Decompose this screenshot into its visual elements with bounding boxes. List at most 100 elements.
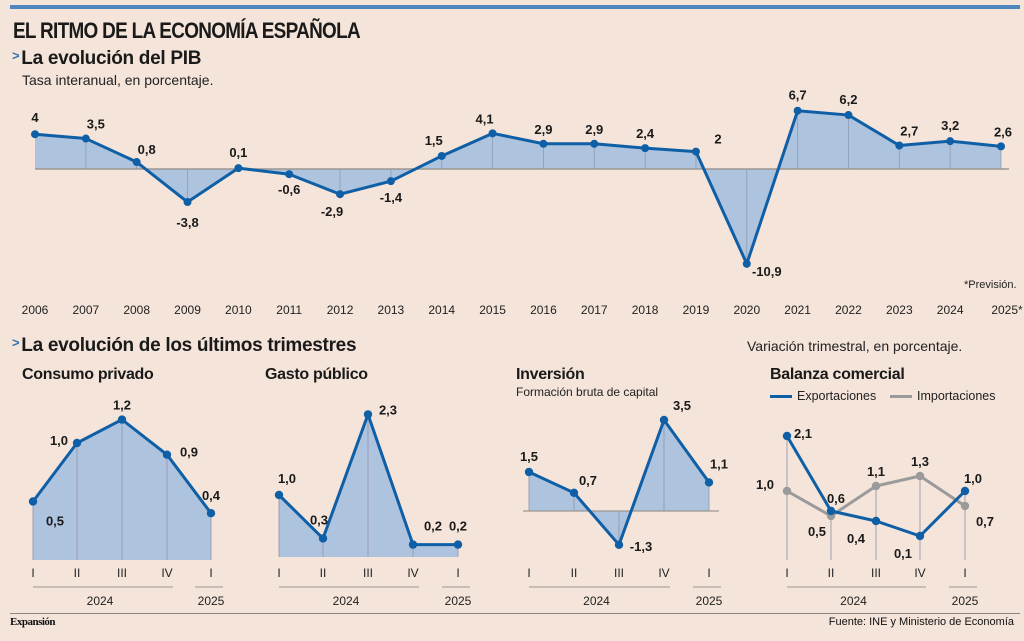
gasto-point — [363, 410, 373, 419]
chart-title-consumo: Consumo privado — [22, 366, 154, 383]
chart-title-gasto: Gasto público — [265, 366, 368, 383]
section-title-pib: > La evolución del PIB — [12, 48, 201, 70]
pib-point-2015 — [488, 129, 497, 138]
pib-data-label-2009: -3,8 — [176, 215, 198, 230]
balanza-point — [915, 471, 925, 481]
pib-point-2023 — [895, 141, 904, 150]
pib-data-label-2010: 0,1 — [229, 145, 247, 160]
pib-x-tick-2017: 2017 — [581, 303, 608, 317]
consumo-x-tick: IV — [161, 566, 172, 580]
pib-data-label-2013: -1,4 — [380, 190, 403, 205]
pib-x-tick-2008: 2008 — [123, 303, 150, 317]
balanza-point — [871, 516, 881, 526]
gasto-point — [408, 540, 418, 549]
pib-point-2009 — [183, 198, 192, 207]
page-title: EL RITMO DE LA ECONOMÍA ESPAÑOLA — [13, 18, 361, 43]
pib-x-tick-2014: 2014 — [428, 303, 455, 317]
forecast-note: *Previsión. — [964, 279, 1017, 291]
pib-x-tick-2009: 2009 — [174, 303, 201, 317]
pib-data-label-2018: 2,4 — [636, 126, 655, 141]
inversion-point — [569, 488, 579, 497]
consumo-year-label-2025: 2025 — [198, 594, 225, 608]
consumo-point — [162, 450, 172, 459]
balanza-data-label: 1,3 — [911, 454, 929, 469]
pib-data-label-2017: 2,9 — [585, 122, 603, 137]
pib-x-tick-2022: 2022 — [835, 303, 862, 317]
gasto-x-tick: III — [363, 566, 373, 580]
gasto-data-label: 0,2 — [449, 519, 467, 534]
pib-point-2012 — [336, 190, 345, 199]
balanza-point — [960, 486, 970, 496]
section-subtitle-trimestres: Variación trimestral, en porcentaje. — [747, 338, 963, 354]
pib-point-2010 — [234, 164, 243, 173]
pib-data-label-2011: -0,6 — [278, 182, 300, 197]
chart-subtitle-inversion: Formación bruta de capital — [516, 385, 659, 399]
gasto-area — [279, 414, 458, 557]
legend-swatch-importaciones — [890, 394, 912, 398]
balanza-point — [871, 481, 881, 491]
gasto-point — [453, 540, 463, 549]
footer-divider — [10, 613, 1020, 614]
inversion-x-tick: IV — [658, 566, 669, 580]
pib-data-label-2023: 2,7 — [900, 124, 918, 139]
pib-point-2013 — [386, 177, 395, 186]
inversion-data-label: 3,5 — [673, 398, 691, 413]
pib-data-label-2014: 1,5 — [425, 133, 443, 148]
pib-x-tick-2006: 2006 — [22, 303, 49, 317]
consumo-point — [206, 509, 216, 518]
inversion-year-label-2025: 2025 — [696, 594, 723, 608]
consumo-x-tick: II — [74, 566, 81, 580]
balanza-year-label-2025: 2025 — [952, 594, 979, 608]
pib-x-tick-2013: 2013 — [378, 303, 405, 317]
gasto-data-label: 2,3 — [379, 402, 397, 417]
inversion-x-tick: I — [707, 566, 710, 580]
balanza-data-label: 0,7 — [976, 514, 994, 529]
inversion-data-label: 1,1 — [710, 456, 728, 471]
pib-data-label-2015: 4,1 — [476, 111, 494, 126]
gasto-data-label: 0,2 — [424, 519, 442, 534]
pib-x-tick-2019: 2019 — [683, 303, 710, 317]
balanza-data-label: 0,4 — [847, 531, 866, 546]
pib-data-label-2006: 4 — [31, 110, 39, 125]
pib-point-2007 — [81, 134, 90, 143]
inversion-data-label: -1,3 — [630, 539, 652, 554]
pib-point-2025* — [997, 142, 1005, 151]
inversion-point — [659, 415, 669, 425]
section-subtitle-pib: Tasa interanual, en porcentaje. — [22, 72, 214, 88]
pib-data-label-2007: 3,5 — [87, 117, 105, 132]
balanza-year-label-2024: 2024 — [840, 594, 867, 608]
pib-point-2017 — [590, 139, 599, 148]
section-title-trimestres-text: La evolución de los últimos trimestres — [21, 335, 357, 356]
gasto-data-label: 1,0 — [278, 471, 296, 486]
pib-x-tick-2024: 2024 — [937, 303, 964, 317]
balanza-x-tick: IV — [914, 566, 925, 580]
pib-x-tick-2012: 2012 — [327, 303, 354, 317]
chart-title-inversion: Inversión — [516, 366, 585, 383]
balanza-data-label: 1,0 — [964, 471, 982, 486]
pib-data-label-2016: 2,9 — [534, 122, 552, 137]
pib-data-label-2020: -10,9 — [752, 264, 782, 279]
pib-area — [35, 110, 1001, 264]
pib-point-2011 — [285, 170, 294, 179]
consumo-data-label: 0,4 — [202, 488, 221, 503]
pib-line — [34, 109, 1002, 266]
pib-x-tick-2025*: 2025* — [991, 303, 1023, 317]
inversion-data-label: 0,7 — [579, 473, 597, 488]
pib-x-tick-2023: 2023 — [886, 303, 913, 317]
pib-point-2016 — [539, 139, 548, 148]
legend-exportaciones: Exportaciones — [770, 389, 876, 403]
inversion-point — [524, 467, 534, 477]
pib-x-tick-2015: 2015 — [479, 303, 506, 317]
pib-point-2006 — [31, 130, 39, 139]
chevron-right-icon: > — [12, 335, 20, 350]
gasto-x-tick: II — [320, 566, 327, 580]
legend-label-exportaciones: Exportaciones — [797, 389, 877, 403]
consumo-point — [117, 415, 127, 424]
inversion-point — [704, 478, 714, 487]
pib-x-tick-2021: 2021 — [784, 303, 811, 317]
balanza-data-label: 1,1 — [867, 464, 885, 479]
inversion-x-tick: II — [571, 566, 578, 580]
section-title-pib-text: La evolución del PIB — [21, 48, 202, 69]
balanza-x-tick: III — [871, 566, 881, 580]
balanza-x-tick: II — [828, 566, 835, 580]
